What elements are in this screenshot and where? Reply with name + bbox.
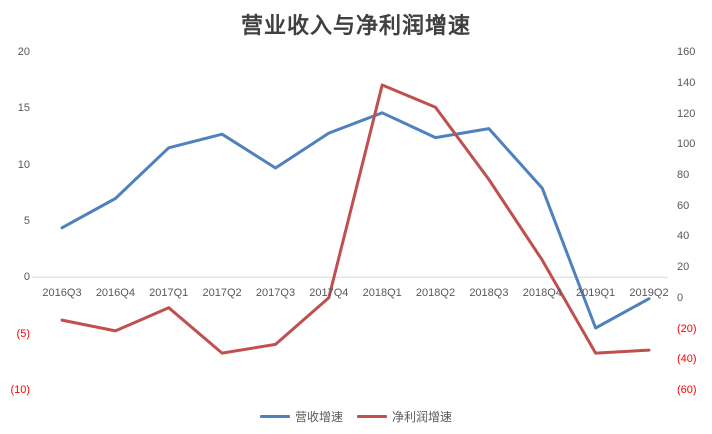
y-axis-left-tick: (10)	[10, 384, 30, 396]
y-axis-right-tick: (20)	[677, 322, 697, 335]
y-axis-left-tick: 15	[17, 102, 30, 115]
x-axis-label: 2018Q1	[362, 287, 402, 299]
legend-item-revenue-growth: 营收增速	[259, 408, 343, 425]
x-axis-label: 2017Q1	[149, 287, 189, 299]
legend-line-sample-blue	[259, 414, 290, 418]
y-axis-right-tick: 120	[677, 107, 696, 120]
x-axis-label: 2016Q4	[95, 287, 135, 299]
x-axis-label: 2018Q3	[469, 287, 509, 299]
y-axis-right-tick: 20	[677, 261, 690, 274]
y-axis-left-tick: 10	[17, 158, 30, 171]
y-axis-right-tick: (40)	[677, 353, 697, 366]
y-axis-left-tick: 0	[23, 271, 30, 284]
x-axis-label: 2019Q2	[629, 287, 669, 299]
y-axis-left-tick: (5)	[16, 327, 30, 340]
y-axis-right-tick: 160	[677, 46, 696, 58]
legend-label-net-profit-growth: 净利润增速	[392, 409, 453, 424]
x-axis-label: 2018Q2	[415, 287, 456, 299]
y-axis-right-tick: 140	[677, 76, 696, 89]
y-axis-left-tick: 20	[17, 46, 30, 58]
x-axis-label: 2017Q3	[255, 287, 296, 299]
y-axis-right-tick: 40	[677, 230, 690, 243]
y-axis-right-tick: 80	[677, 168, 690, 181]
legend: 营收增速 净利润增速	[0, 404, 712, 428]
legend-line-sample-red	[357, 414, 387, 418]
revenue-growth-line	[60, 111, 651, 330]
x-axis-label: 2017Q4	[309, 287, 349, 299]
y-axis-right-tick: 60	[677, 199, 690, 212]
legend-item-net-profit-growth: 净利润增速	[357, 408, 452, 425]
y-axis-right-tick: 0	[677, 291, 684, 304]
y-axis-right-tick: (60)	[677, 384, 697, 396]
x-axis-label: 2016Q3	[42, 287, 82, 299]
y-axis-right-tick: 100	[677, 138, 696, 151]
x-axis-label: 2017Q2	[202, 287, 242, 299]
x-axis-label: 2018Q4	[522, 287, 562, 299]
x-axis-label: 2019Q1	[576, 287, 616, 299]
y-axis-left-tick: 5	[23, 215, 30, 227]
chart-title: 营业收入与净利润增速	[240, 13, 471, 38]
net-profit-growth-line	[60, 83, 651, 355]
legend-label-revenue-growth: 营收增速	[294, 409, 343, 424]
